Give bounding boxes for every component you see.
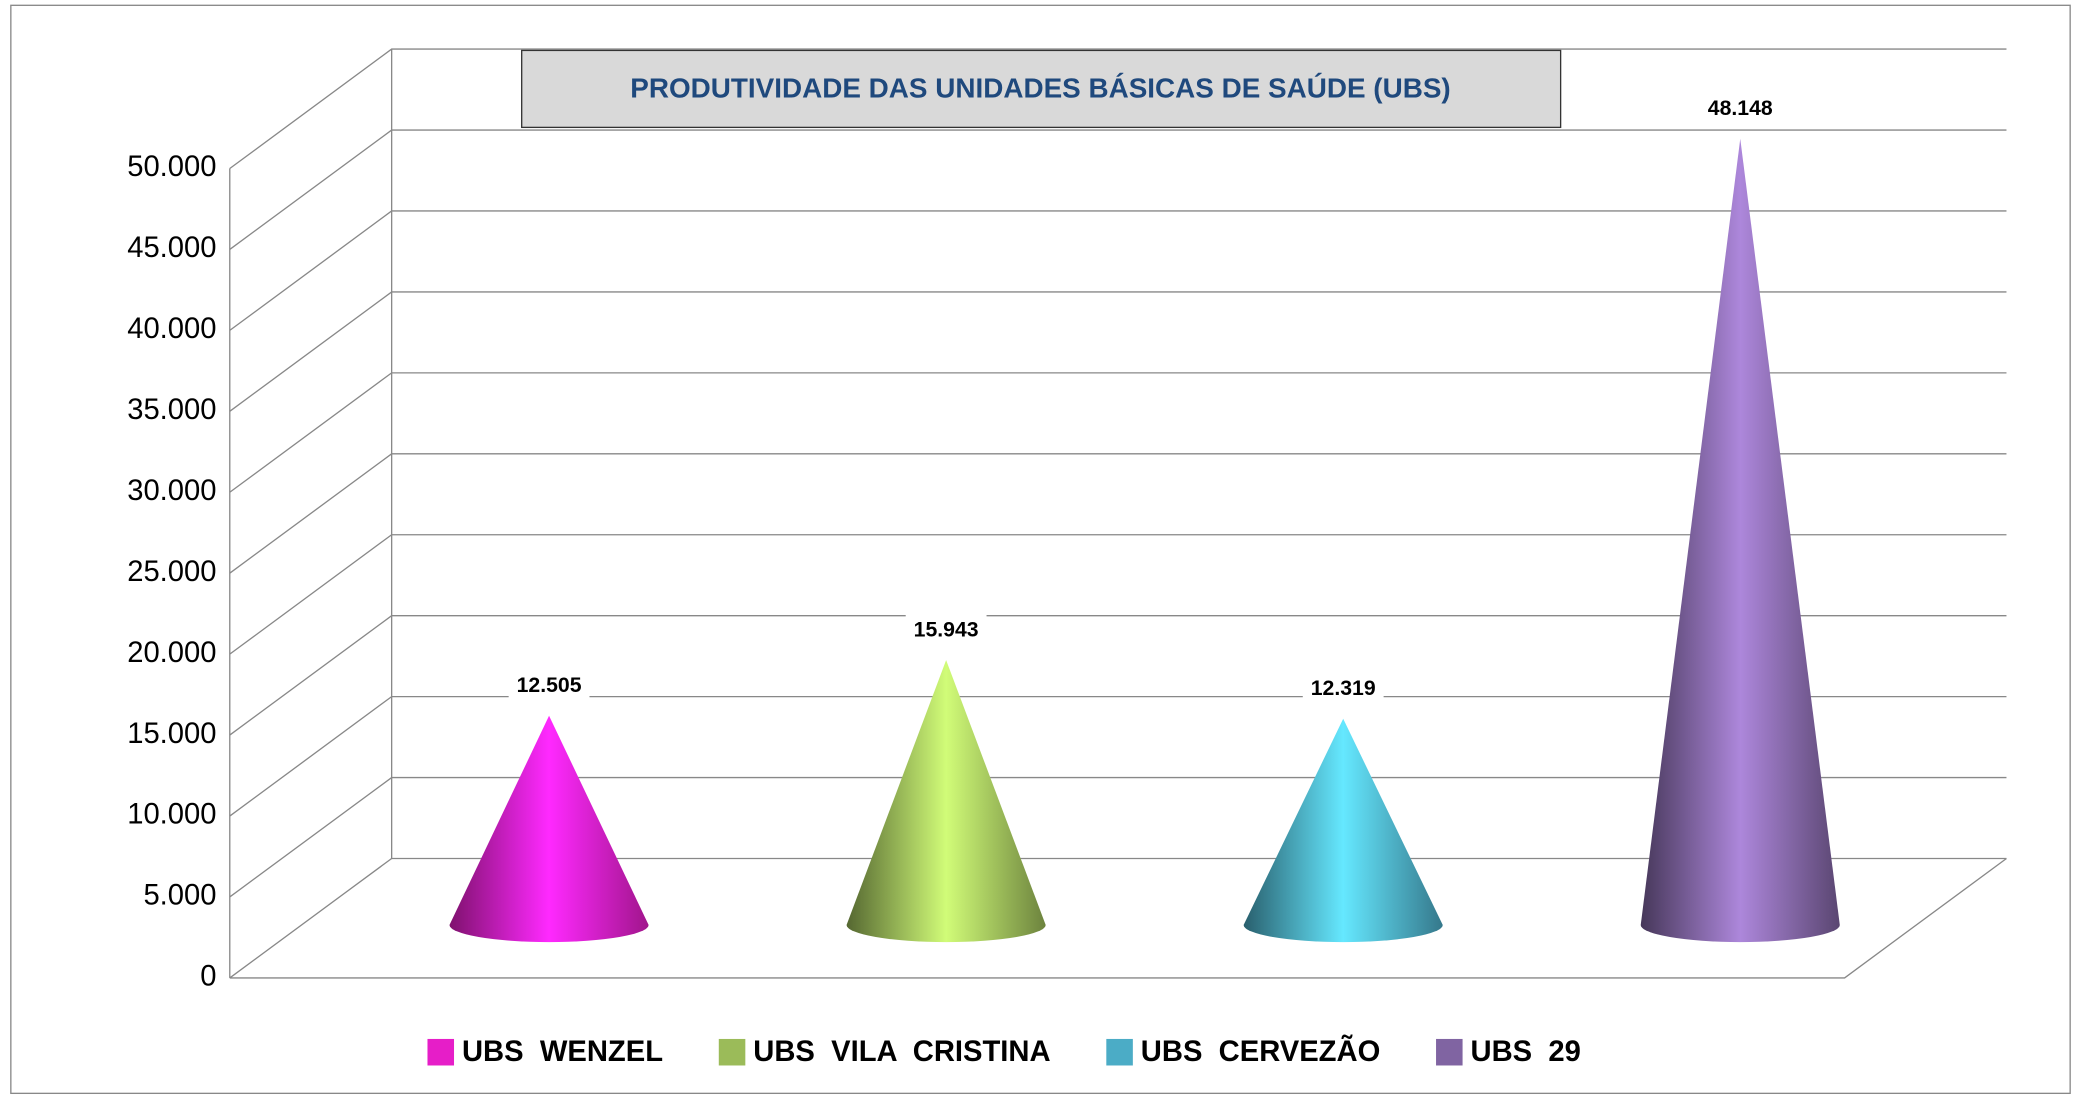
data-label-bg	[1302, 673, 1384, 706]
cone	[1243, 718, 1443, 943]
grid-line	[229, 372, 2007, 493]
grid-line	[229, 776, 2007, 898]
data-label: 48.148	[1708, 97, 1773, 120]
y-tick-label: 35.000	[127, 394, 216, 426]
grid-line	[229, 857, 2007, 979]
y-tick-label: 5.000	[143, 880, 216, 912]
cone	[846, 660, 1046, 943]
grid-line	[229, 615, 2007, 736]
legend-label: UBS VILA CRISTINA	[753, 1036, 1050, 1068]
grid-line	[229, 695, 2007, 817]
y-tick-label: 25.000	[127, 556, 216, 588]
data-label: 12.505	[517, 674, 582, 697]
chart-title: PRODUTIVIDADE DAS UNIDADES BÁSICAS DE SA…	[630, 73, 1450, 104]
grid-line	[229, 210, 2007, 331]
legend-label: UBS CERVEZÃO	[1141, 1034, 1380, 1068]
data-label-bg	[508, 670, 590, 703]
data-label-bg	[905, 615, 987, 647]
y-tick-label: 0	[200, 961, 216, 993]
y-tick-label: 45.000	[127, 232, 216, 264]
y-tick-label: 10.000	[127, 799, 216, 831]
legend-swatch	[1106, 1038, 1133, 1066]
cone	[1640, 138, 1840, 943]
legend-swatch	[718, 1038, 746, 1066]
y-tick-label: 20.000	[127, 637, 216, 669]
data-label: 12.319	[1311, 677, 1376, 700]
y-tick-label: 50.000	[127, 151, 216, 183]
legend-label: UBS 29	[1471, 1036, 1581, 1068]
cone	[449, 715, 649, 943]
grid-line	[229, 129, 2007, 250]
legend-label: UBS WENZEL	[462, 1036, 663, 1068]
title-box	[521, 49, 1562, 129]
grid-line	[229, 291, 2007, 412]
legend-swatch	[427, 1038, 455, 1066]
y-tick-label: 15.000	[127, 718, 216, 750]
data-label-bg	[1699, 93, 1781, 126]
y-tick-label: 40.000	[127, 313, 216, 345]
data-label: 15.943	[914, 619, 979, 642]
grid-line	[229, 48, 2007, 170]
floor	[229, 857, 2007, 979]
grid-line	[229, 453, 2007, 574]
grid-line	[229, 534, 2007, 655]
y-tick-label: 30.000	[127, 475, 216, 507]
legend-swatch	[1436, 1038, 1463, 1066]
